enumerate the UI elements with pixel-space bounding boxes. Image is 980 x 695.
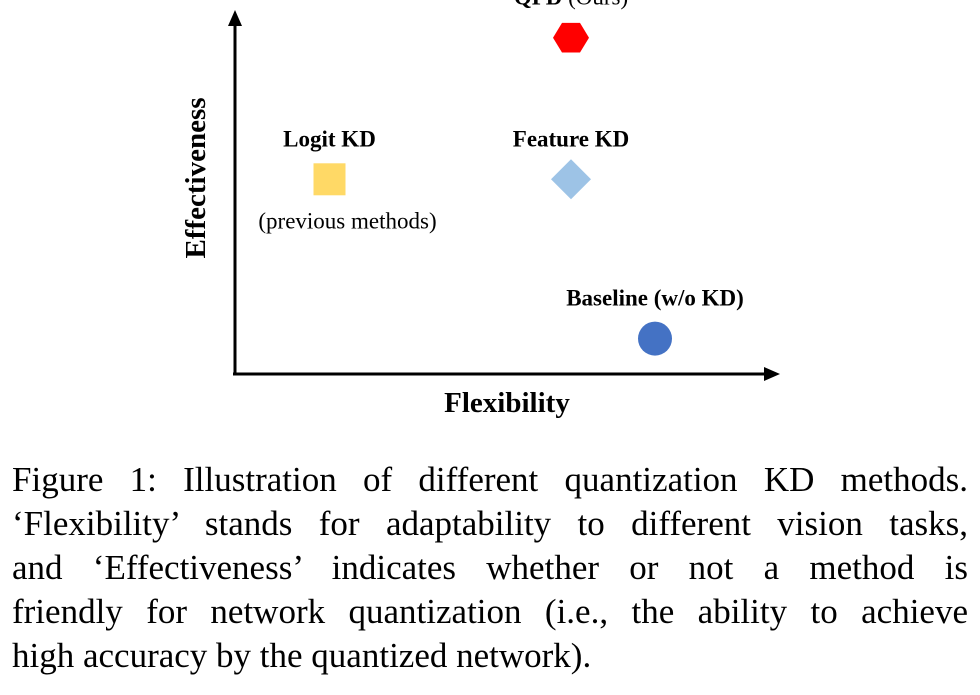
caption-line: Figure 1: Illustration of different quan… (12, 460, 968, 499)
figure-caption: Figure 1: Illustration of different quan… (12, 458, 968, 678)
point-label: QFD (Ours) (514, 0, 628, 10)
data-points: QFD (Ours) Logit KD (previous methods) Feat… (258, 0, 744, 356)
y-axis-arrow (228, 10, 242, 26)
point-label: Logit KD (283, 126, 376, 151)
y-axis-label: Effectiveness (180, 97, 212, 258)
x-axis-arrow (764, 367, 780, 381)
method-comparison-chart: Flexibility Effectiveness QFD (Ours) Logi… (180, 0, 780, 419)
point-sublabel: (previous methods) (258, 208, 436, 233)
point-label: Feature KD (513, 126, 629, 151)
point-marker-diamond (551, 159, 591, 200)
caption-line: high accuracy by the quantized network). (12, 636, 592, 675)
caption-line: and ‘Effectiveness’ indicates whether or… (12, 548, 968, 587)
x-axis-label: Flexibility (444, 387, 570, 419)
point-label: Baseline (w/o KD) (566, 286, 744, 311)
point-marker-square (313, 163, 346, 196)
point-marker-circle (638, 321, 672, 356)
caption-line: ‘Flexibility’ stands for adaptability to… (12, 504, 968, 543)
point-marker-hexagon (553, 22, 589, 53)
caption-line: friendly for network quantization (i.e.,… (12, 592, 968, 631)
